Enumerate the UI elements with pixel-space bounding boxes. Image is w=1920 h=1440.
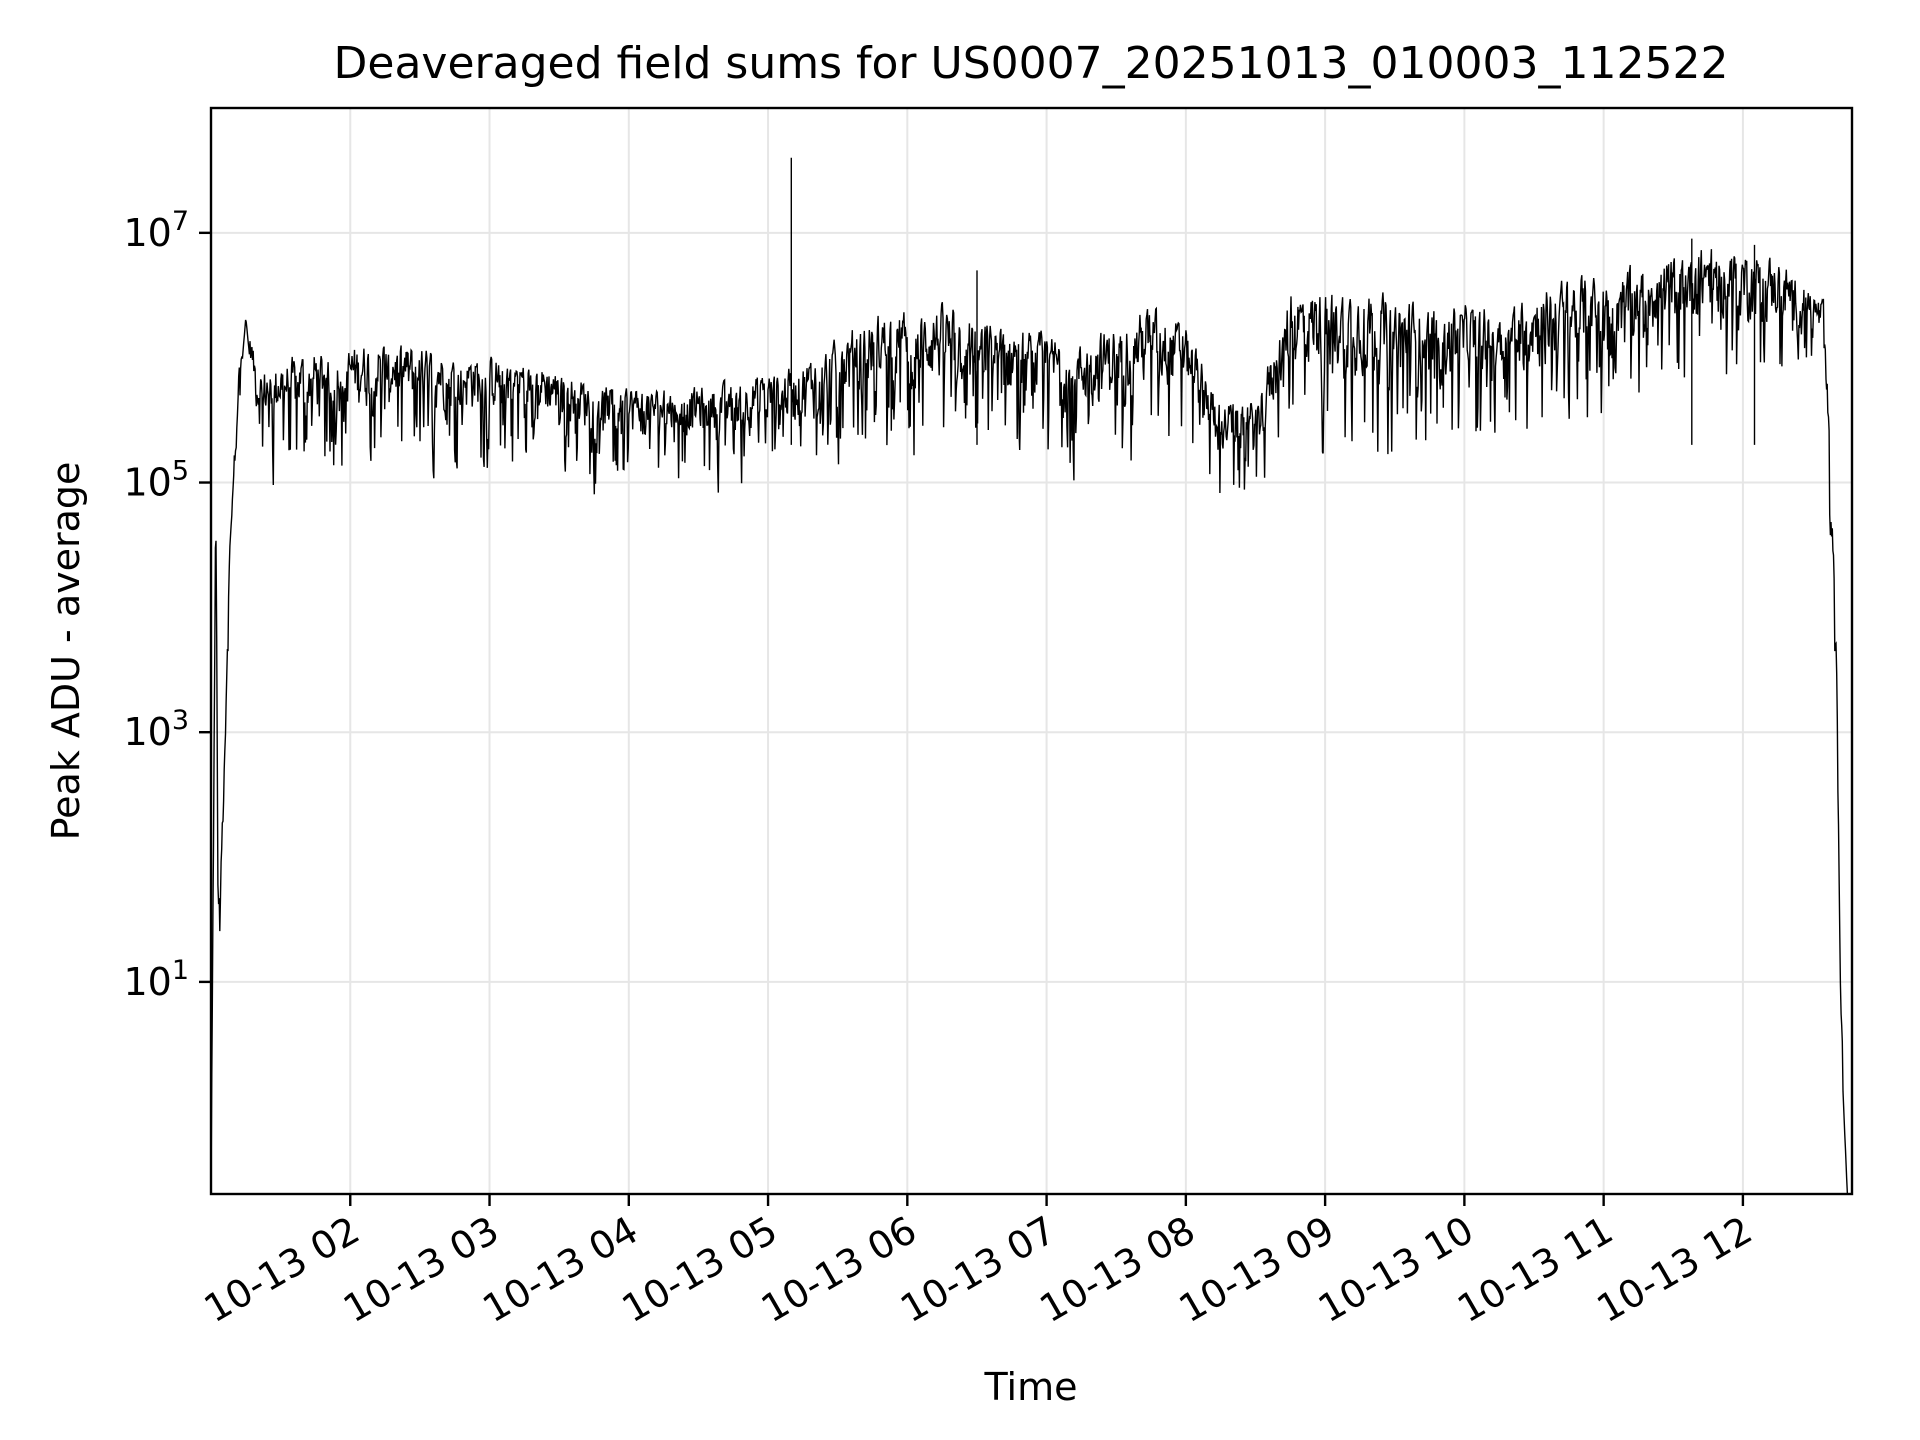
y-tick-label: 105: [123, 456, 189, 505]
y-tick-label: 107: [123, 206, 189, 255]
y-tick-label: 101: [123, 955, 189, 1004]
series-line: [210, 157, 1849, 1195]
plot-frame: [209, 106, 1854, 1196]
plot-area: [210, 157, 1849, 1195]
chart-title: Deaveraged field sums for US0007_2025101…: [334, 38, 1729, 89]
y-tick-label: 103: [123, 705, 189, 754]
y-axis: 101 103 105 107: [123, 206, 211, 1004]
x-axis-label: Time: [984, 1365, 1078, 1409]
grid: [211, 108, 1852, 1194]
y-axis-label: Peak ADU - average: [44, 462, 88, 841]
